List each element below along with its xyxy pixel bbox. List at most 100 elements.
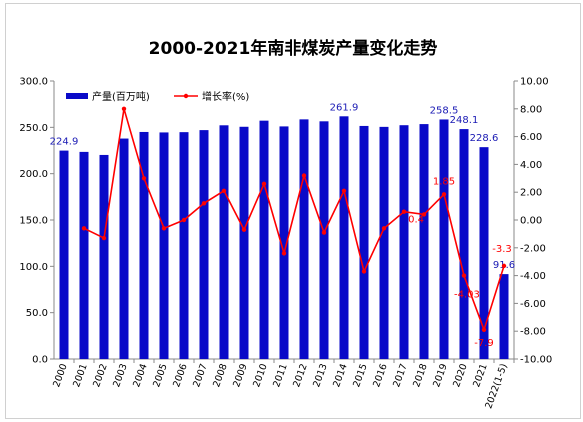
- x-tick-label: 2010: [251, 362, 270, 388]
- y-right-tick-label: 8.00: [520, 104, 542, 115]
- bar-2004: [139, 131, 149, 359]
- x-tick-label: 2013: [311, 362, 330, 388]
- growth-rate-point-2009: [241, 227, 247, 232]
- bar-data-label: 261.9: [330, 102, 359, 113]
- growth-rate-point-2021: [481, 327, 487, 333]
- y-right-tick-label: -2.00: [520, 243, 546, 254]
- bar-data-label: 258.5: [430, 105, 459, 116]
- growth-rate-point-2011: [281, 251, 287, 256]
- bar-2013: [319, 121, 329, 359]
- x-tick-label: 2018: [411, 362, 430, 388]
- y-right-tick-label: 6.00: [520, 132, 542, 143]
- x-tick-label: 2008: [211, 362, 230, 388]
- growth-rate-point-2002: [101, 235, 107, 241]
- y-left-tick-label: 0.0: [32, 355, 48, 366]
- growth-rate-point-2022(1-5): [501, 263, 507, 269]
- x-tick-label: 2021: [471, 362, 490, 388]
- bar-data-label: 228.6: [470, 133, 499, 144]
- growth-rate-point-2007: [201, 201, 207, 206]
- y-right-tick-label: -6.00: [520, 299, 546, 310]
- growth-rate-line: [83, 108, 505, 333]
- legend: 产量(百万吨) 增长率(%): [66, 90, 249, 103]
- bar-2019: [439, 119, 449, 359]
- x-tick-label: 2017: [391, 362, 410, 388]
- growth-rate-point-2012: [301, 173, 307, 178]
- y-right-tick-label: 4.00: [520, 160, 542, 171]
- legend-label-growth: 增长率(%): [202, 90, 249, 103]
- line-data-label: -4.03: [454, 290, 480, 301]
- bar-2021: [479, 147, 489, 359]
- x-tick-label: 2007: [191, 362, 210, 388]
- growth-rate-point-2001: [81, 226, 87, 231]
- bar-2011: [279, 126, 289, 359]
- line-data-label: 1.85: [433, 176, 455, 187]
- y-right-tick-label: 0.00: [520, 216, 542, 227]
- growth-rate-point-2013: [321, 230, 327, 235]
- bar-2005: [159, 132, 169, 359]
- growth-rate-point-2003: [121, 106, 127, 112]
- x-tick-label: 2000: [51, 362, 70, 388]
- chart-svg: 2000-2021年南非煤炭产量变化走势 0.0 50.0 100.0 150.0 20…: [19, 38, 552, 411]
- x-tick-label: 2012: [291, 362, 310, 388]
- bar-2012: [299, 119, 309, 359]
- bar-2000: [59, 150, 69, 359]
- bar-2020: [459, 129, 469, 359]
- bar-2003: [119, 138, 129, 359]
- x-tick-label: 2006: [171, 362, 190, 388]
- bar-data-label: 224.9: [50, 137, 79, 148]
- y-right-tick-label: -4.00: [520, 271, 546, 282]
- bar-2009: [239, 126, 249, 359]
- growth-rate-point-2017: [401, 209, 407, 214]
- bar-2015: [359, 125, 369, 360]
- bar-2016: [379, 126, 389, 360]
- x-tick-label: 2004: [131, 362, 150, 388]
- legend-marker-growth: [183, 93, 189, 99]
- x-tick-label: 2015: [351, 362, 370, 388]
- y-left-tick-label: 300.0: [19, 77, 48, 88]
- y-right-tick-label: -10.00: [520, 355, 552, 366]
- x-tick-label: 2001: [71, 362, 90, 388]
- line-data-label: -3.3: [492, 244, 512, 255]
- growth-rate-point-2020: [461, 273, 467, 278]
- line-data-label: 0.4: [408, 214, 424, 225]
- chart-title: 2000-2021年南非煤炭产量变化走势: [149, 38, 438, 59]
- y-left-tick-label: 100.0: [19, 262, 48, 273]
- bar-2022(1-5): [499, 274, 509, 359]
- bar-2002: [99, 154, 109, 359]
- bar-2017: [399, 125, 409, 360]
- y-right-tick-label: 2.00: [520, 188, 542, 199]
- growth-rate-point-2004: [141, 176, 147, 181]
- x-tick-label: 2014: [331, 362, 350, 388]
- growth-rate-point-2016: [381, 226, 387, 231]
- x-tick-label: 2003: [111, 362, 130, 388]
- growth-rate-point-2008: [221, 188, 227, 194]
- x-tick-label: 2011: [271, 362, 290, 388]
- x-tick-label: 2020: [451, 362, 470, 388]
- line-data-label: -7.9: [474, 338, 494, 349]
- chart-frame: 2000-2021年南非煤炭产量变化走势 0.0 50.0 100.0 150.0 20…: [5, 3, 581, 419]
- bar-2001: [79, 151, 89, 359]
- bar-data-label: 248.1: [450, 115, 479, 126]
- bar-2018: [419, 124, 429, 359]
- y-right-tick-label: 10.00: [520, 77, 549, 88]
- bar-2010: [259, 120, 269, 359]
- legend-label-production: 产量(百万吨): [92, 90, 150, 103]
- bar-2014: [339, 116, 349, 359]
- bar-2008: [219, 125, 229, 359]
- growth-rate-point-2019: [441, 192, 447, 197]
- y-left-tick-label: 200.0: [19, 169, 48, 180]
- plot-area: 0.0 50.0 100.0 150.0 200.0 250.0 300.0 -10.00 -8…: [19, 77, 552, 411]
- y-right-tick-label: -8.00: [520, 327, 546, 338]
- y-left-tick-label: 250.0: [19, 123, 48, 134]
- x-tick-label: 2019: [431, 362, 450, 388]
- bar-2007: [199, 130, 209, 359]
- y-left-tick-label: 50.0: [26, 308, 48, 319]
- bar-2006: [179, 132, 189, 359]
- x-tick-label: 2009: [231, 362, 250, 388]
- growth-rate-point-2018: [421, 212, 427, 217]
- growth-rate-point-2005: [161, 226, 167, 231]
- growth-rate-point-2014: [341, 188, 347, 194]
- y-left-tick-label: 150.0: [19, 216, 48, 227]
- growth-rate-point-2015: [361, 269, 367, 274]
- growth-rate-point-2006: [181, 217, 187, 223]
